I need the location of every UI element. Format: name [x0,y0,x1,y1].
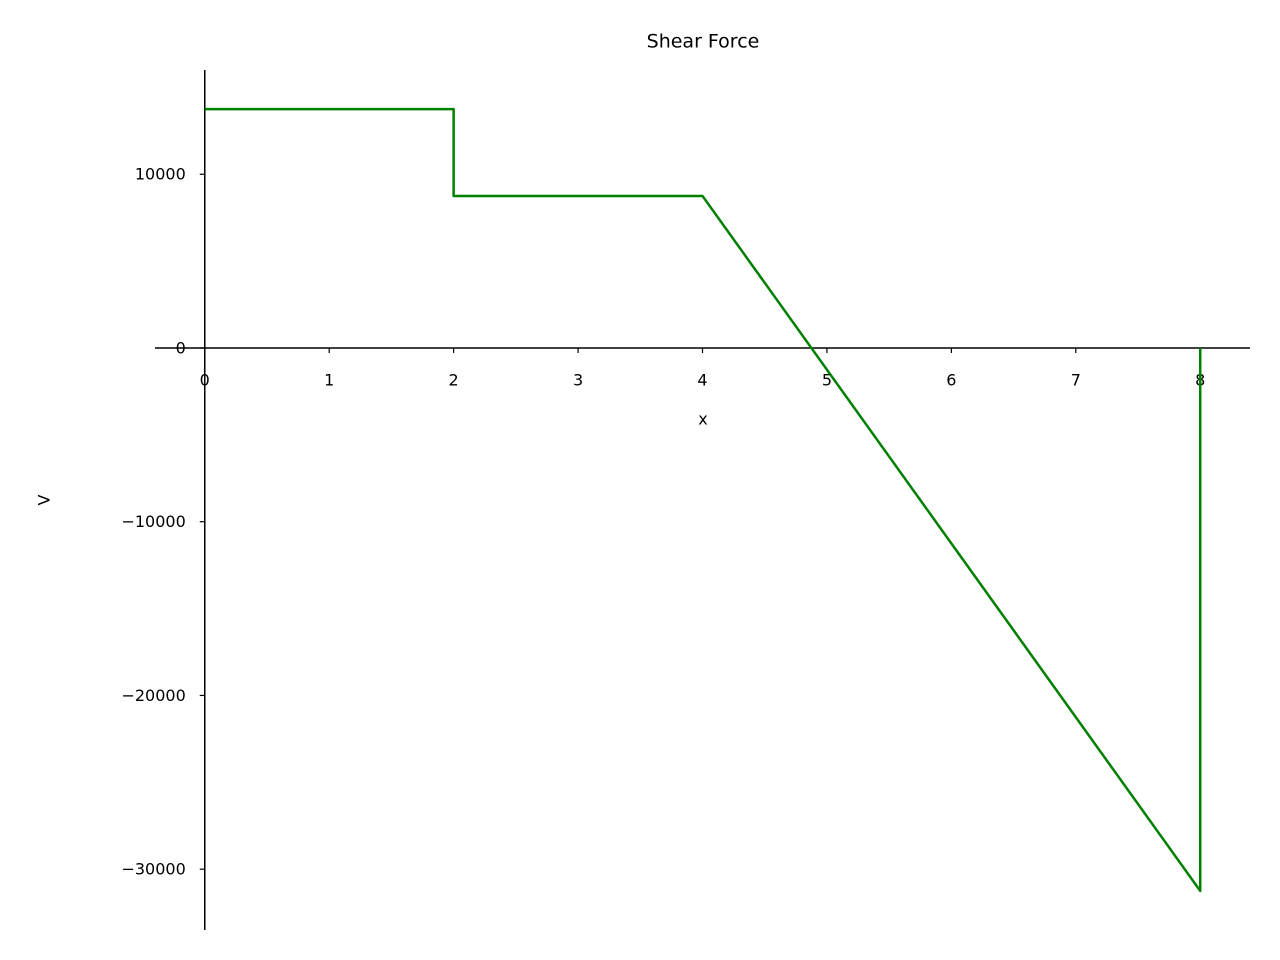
y-tick-label: −10000 [121,512,185,531]
x-tick-label: 2 [449,370,459,389]
y-tick-label: 0 [176,338,186,357]
chart-title: Shear Force [647,31,760,53]
x-tick-label: 1 [324,370,334,389]
x-tick-label: 7 [1071,370,1081,389]
y-tick-label: 10000 [135,165,186,184]
x-tick-label: 0 [200,370,210,389]
x-tick-label: 4 [697,370,707,389]
x-axis-label: x [698,410,707,429]
y-tick-label: −30000 [121,860,185,879]
series-line [204,107,1202,893]
x-tick-label: 5 [822,370,832,389]
y-tick-label: −20000 [121,686,185,705]
y-axis-label: V [35,494,54,505]
x-tick-label: 3 [573,370,583,389]
x-tick-label: 6 [946,370,956,389]
